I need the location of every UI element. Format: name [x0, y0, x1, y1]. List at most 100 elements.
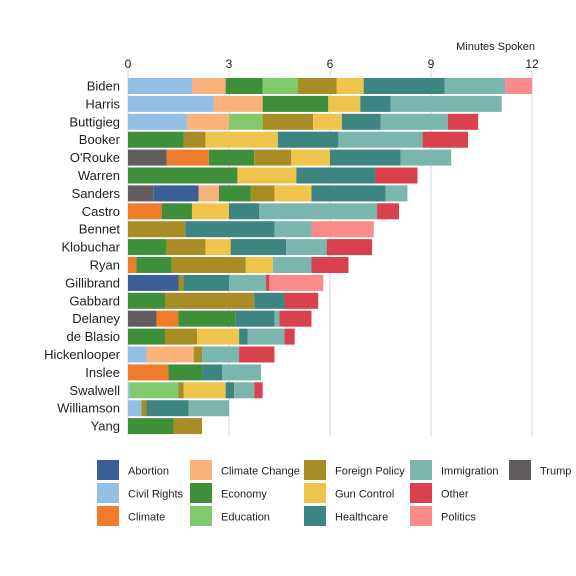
bar-segment-ryan-foreign-policy	[171, 257, 246, 273]
x-tick-label: 9	[428, 57, 435, 71]
bar-segment-swalwell-other	[254, 382, 263, 399]
legend-label-immigration: Immigration	[441, 466, 498, 478]
bar-segment-biden-gun-control	[336, 78, 364, 94]
candidate-label: Buttigieg	[69, 114, 120, 129]
bar-segment-gillibrand-politics	[269, 274, 324, 291]
candidate-label: de Blasio	[67, 329, 120, 344]
bar-segment-gabbard-economy	[128, 292, 166, 309]
bar-segment-ryan-climate	[128, 257, 137, 273]
bar-segment-hickenlooper-climate-change	[146, 346, 194, 363]
bar-segment-o-rouke-economy	[208, 149, 255, 166]
bar-segment-buttigieg-immigration	[380, 113, 448, 130]
candidate-label: Biden	[87, 79, 120, 94]
bar-segment-harris-healthcare	[360, 95, 391, 112]
legend-swatch-climate	[97, 506, 119, 526]
bar-segment-warren-other	[375, 167, 418, 184]
bar-segment-harris-civil-rights	[128, 95, 214, 112]
x-axis-ticks: 0 3 6 9 12	[125, 57, 539, 71]
bar-segment-hickenlooper-other	[239, 346, 275, 363]
bar-segment-inslee-climate	[128, 364, 169, 381]
legend-label-trump: Trump	[540, 466, 571, 478]
bar-segment-klobuchar-economy	[128, 239, 167, 256]
x-tick-label: 6	[327, 57, 334, 71]
bar-segment-delaney-other	[279, 310, 312, 327]
bar-segment-booker-gun-control	[205, 131, 278, 148]
bar-segment-delaney-trump	[128, 310, 157, 327]
bar-segment-inslee-healthcare	[202, 364, 223, 381]
legend-swatch-education	[190, 506, 212, 526]
bar-segment-warren-gun-control	[237, 167, 297, 184]
bar-segment-klobuchar-gun-control	[205, 239, 231, 256]
bar-segment-booker-economy	[128, 131, 184, 148]
legend-swatch-other	[410, 483, 432, 503]
bar-segment-williamson-civil-rights	[128, 400, 142, 417]
bar-segment-swalwell-foreign-policy	[178, 382, 184, 399]
bar-segment-biden-civil-rights	[128, 78, 192, 94]
legend-swatch-foreign-policy	[304, 460, 326, 480]
bar-segment-booker-healthcare	[277, 131, 339, 148]
bar-segment-delaney-economy	[178, 310, 236, 327]
candidate-label: Swalwell	[69, 383, 120, 398]
bar-segment-castro-immigration	[259, 203, 378, 220]
candidate-label: Bennet	[79, 222, 121, 237]
bar-segment-sanders-abortion	[153, 185, 199, 202]
legend-label-abortion: Abortion	[128, 466, 169, 478]
bar-segment-buttigieg-other	[447, 113, 479, 130]
bar-segment-gillibrand-abortion	[128, 274, 179, 291]
bar-segment-sanders-foreign-policy	[250, 185, 275, 202]
legend-label-healthcare: Healthcare	[335, 512, 388, 524]
bar-segment-o-rouke-healthcare	[330, 149, 401, 166]
bar-segment-gillibrand-healthcare	[183, 274, 229, 291]
x-axis-title: Minutes Spoken	[456, 41, 535, 53]
bar-segment-buttigieg-education	[229, 113, 263, 130]
candidate-label: Gillibrand	[65, 275, 120, 290]
candidate-label: Klobuchar	[61, 240, 120, 255]
bar-segment-gabbard-healthcare	[254, 292, 285, 309]
candidate-label: O'Rouke	[70, 150, 120, 165]
bar-segment-delaney-healthcare	[235, 310, 275, 327]
bar-segment-gabbard-other	[284, 292, 319, 309]
legend-swatch-trump	[509, 460, 531, 480]
bar-segment-castro-climate	[128, 203, 162, 220]
bar-segment-klobuchar-foreign-policy	[166, 239, 206, 256]
candidate-label: Sanders	[72, 186, 121, 201]
legend-swatch-politics	[410, 506, 432, 526]
legend-label-education: Education	[221, 512, 270, 524]
bar-segment-klobuchar-other	[326, 239, 373, 256]
bar-segment-swalwell-education	[129, 382, 179, 399]
candidate-label: Warren	[78, 168, 120, 183]
bar-segment-biden-immigration	[444, 78, 506, 94]
legend-label-gun-control: Gun Control	[335, 489, 394, 501]
bar-segment-o-rouke-foreign-policy	[254, 149, 292, 166]
bar-segment-buttigieg-civil-rights	[128, 113, 187, 130]
bar-segment-de-blasio-foreign-policy	[165, 328, 198, 345]
legend-swatch-climate-change	[190, 460, 212, 480]
legend-swatch-immigration	[410, 460, 432, 480]
bar-segment-williamson-healthcare	[146, 400, 189, 417]
bar-segment-castro-economy	[161, 203, 192, 220]
candidate-label: Ryan	[90, 258, 120, 273]
candidate-label: Harris	[85, 96, 120, 111]
bar-segment-castro-gun-control	[191, 203, 229, 220]
bar-segment-bennet-healthcare	[185, 221, 275, 238]
x-tick-label: 3	[226, 57, 233, 71]
bar-segment-williamson-foreign-policy	[141, 400, 147, 417]
bar-segment-gillibrand-immigration	[229, 274, 267, 291]
bar-segment-gillibrand-foreign-policy	[178, 274, 184, 291]
legend-swatch-abortion	[97, 460, 119, 480]
bar-segment-castro-healthcare	[229, 203, 260, 220]
bar-segment-booker-immigration	[338, 131, 423, 148]
bar-segment-harris-immigration	[390, 95, 502, 112]
bar-segment-gillibrand-other	[266, 274, 270, 291]
bar-segment-sanders-healthcare	[311, 185, 386, 202]
bar-segment-swalwell-civil-rights	[128, 382, 130, 399]
bar-segment-biden-economy	[225, 78, 263, 94]
bar-segment-inslee-immigration	[222, 364, 261, 381]
bar-segment-hickenlooper-immigration	[202, 346, 240, 363]
legend-swatch-gun-control	[304, 483, 326, 503]
bar-segment-inslee-economy	[168, 364, 203, 381]
bar-segment-buttigieg-gun-control	[313, 113, 342, 130]
bar-segment-gabbard-foreign-policy	[165, 292, 255, 309]
bar-segment-ryan-economy	[136, 257, 172, 273]
